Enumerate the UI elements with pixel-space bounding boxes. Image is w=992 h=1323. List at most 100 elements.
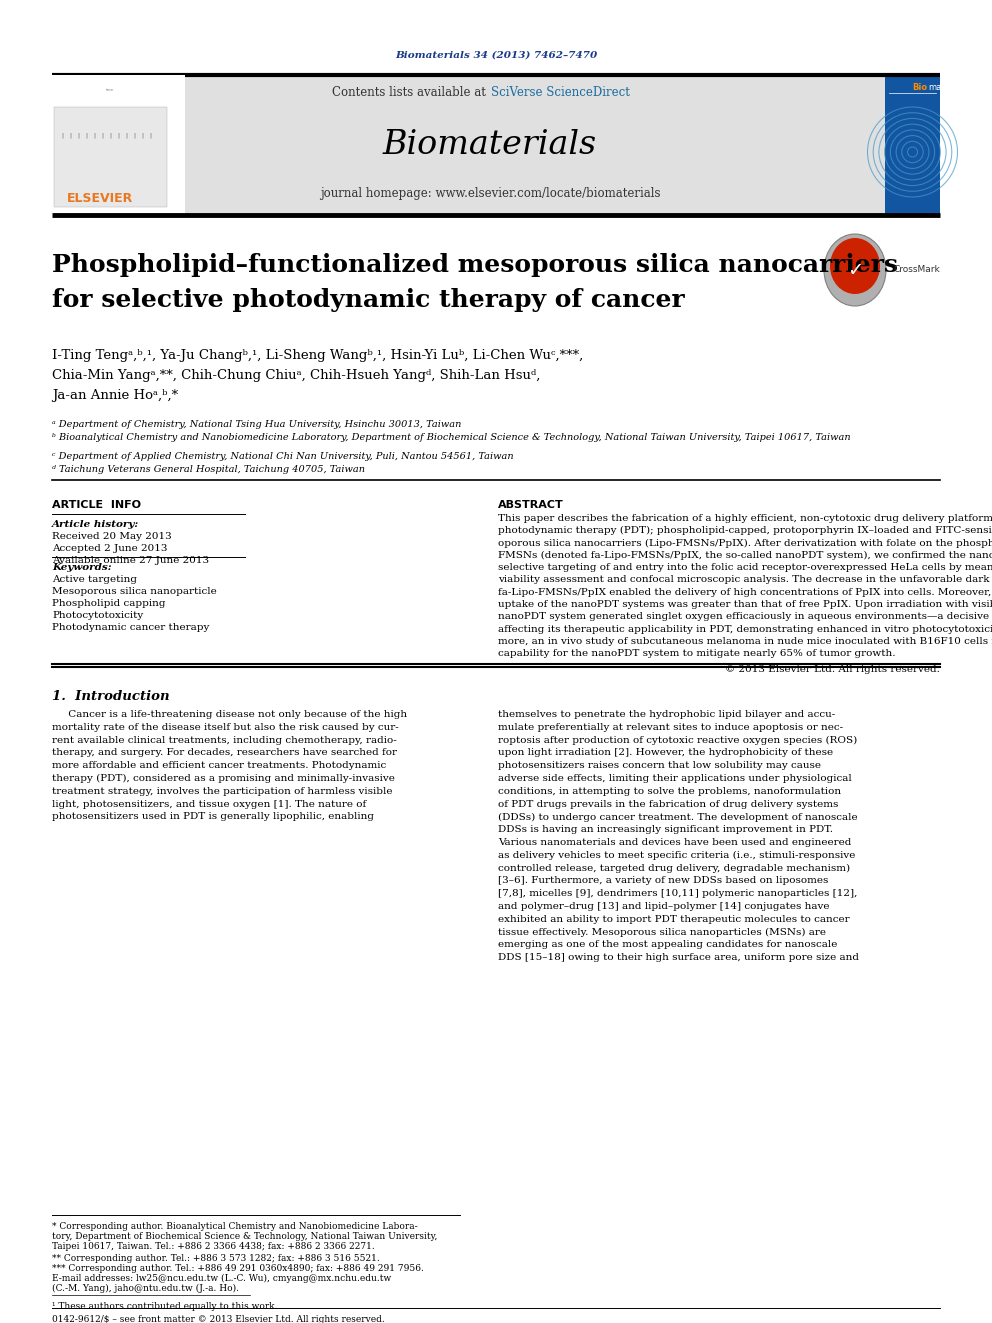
- Text: capability for the nanoPDT system to mitigate nearly 65% of tumor growth.: capability for the nanoPDT system to mit…: [498, 650, 896, 659]
- Text: viability assessment and confocal microscopic analysis. The decrease in the unfa: viability assessment and confocal micros…: [498, 576, 992, 585]
- Text: tree: tree: [106, 89, 114, 93]
- Text: SciVerse ScienceDirect: SciVerse ScienceDirect: [491, 86, 630, 98]
- Text: Mesoporous silica nanoparticle: Mesoporous silica nanoparticle: [52, 587, 216, 595]
- Text: and polymer–drug [13] and lipid–polymer [14] conjugates have: and polymer–drug [13] and lipid–polymer …: [498, 902, 829, 912]
- Text: ABSTRACT: ABSTRACT: [498, 500, 563, 509]
- Text: photodynamic therapy (PDT); phospholipid-capped, protoporphyrin IX–loaded and FI: photodynamic therapy (PDT); phospholipid…: [498, 527, 992, 536]
- Text: Taipei 10617, Taiwan. Tel.: +886 2 3366 4438; fax: +886 2 3366 2271.: Taipei 10617, Taiwan. Tel.: +886 2 3366 …: [52, 1242, 375, 1252]
- Text: |: |: [117, 132, 119, 138]
- Text: rent available clinical treatments, including chemotherapy, radio-: rent available clinical treatments, incl…: [52, 736, 397, 745]
- Text: *** Corresponding author. Tel.: +886 49 291 0360x4890; fax: +886 49 291 7956.: *** Corresponding author. Tel.: +886 49 …: [52, 1263, 424, 1273]
- Text: Phospholipid–functionalized mesoporous silica nanocarriers: Phospholipid–functionalized mesoporous s…: [52, 253, 898, 277]
- Text: DDSs is having an increasingly significant improvement in PDT.: DDSs is having an increasingly significa…: [498, 826, 833, 835]
- Text: DDS [15–18] owing to their high surface area, uniform pore size and: DDS [15–18] owing to their high surface …: [498, 953, 859, 962]
- FancyBboxPatch shape: [885, 75, 940, 216]
- Text: tory, Department of Biochemical Science & Technology, National Taiwan University: tory, Department of Biochemical Science …: [52, 1232, 437, 1241]
- Text: (DDSs) to undergo cancer treatment. The development of nanoscale: (DDSs) to undergo cancer treatment. The …: [498, 812, 858, 822]
- Text: ¹ These authors contributed equally to this work.: ¹ These authors contributed equally to t…: [52, 1302, 278, 1311]
- Text: materials: materials: [928, 82, 967, 91]
- FancyBboxPatch shape: [185, 75, 885, 216]
- Text: themselves to penetrate the hydrophobic lipid bilayer and accu-: themselves to penetrate the hydrophobic …: [498, 710, 835, 718]
- Text: controlled release, targeted drug delivery, degradable mechanism): controlled release, targeted drug delive…: [498, 864, 850, 873]
- Text: [7,8], micelles [9], dendrimers [10,11] polymeric nanoparticles [12],: [7,8], micelles [9], dendrimers [10,11] …: [498, 889, 857, 898]
- Text: |: |: [101, 132, 103, 138]
- Text: Bio: Bio: [912, 82, 928, 91]
- Text: exhibited an ability to import PDT therapeutic molecules to cancer: exhibited an ability to import PDT thera…: [498, 914, 849, 923]
- Text: |: |: [77, 132, 79, 138]
- Text: * Corresponding author. Bioanalytical Chemistry and Nanobiomedicine Labora-: * Corresponding author. Bioanalytical Ch…: [52, 1222, 418, 1230]
- Text: oporous silica nanocarriers (Lipo-FMSNs/PpIX). After derivatization with folate : oporous silica nanocarriers (Lipo-FMSNs/…: [498, 538, 992, 548]
- Text: ARTICLE  INFO: ARTICLE INFO: [52, 500, 141, 509]
- Text: Keywords:: Keywords:: [52, 564, 112, 572]
- Text: nanoPDT system generated singlet oxygen efficaciously in aqueous environments—a : nanoPDT system generated singlet oxygen …: [498, 613, 992, 622]
- Text: ✓: ✓: [847, 261, 863, 279]
- Text: more, an in vivo study of subcutaneous melanoma in nude mice inoculated with B16: more, an in vivo study of subcutaneous m…: [498, 636, 992, 646]
- Text: |: |: [69, 132, 71, 138]
- Text: photosensitizers used in PDT is generally lipophilic, enabling: photosensitizers used in PDT is generall…: [52, 812, 374, 822]
- Text: Accepted 2 June 2013: Accepted 2 June 2013: [52, 544, 168, 553]
- Text: therapy (PDT), considered as a promising and minimally-invasive: therapy (PDT), considered as a promising…: [52, 774, 395, 783]
- Text: more affordable and efficient cancer treatments. Photodynamic: more affordable and efficient cancer tre…: [52, 761, 386, 770]
- Text: FMSNs (denoted fa-Lipo-FMSNs/PpIX, the so-called nanoPDT system), we confirmed t: FMSNs (denoted fa-Lipo-FMSNs/PpIX, the s…: [498, 550, 992, 560]
- Text: (C.-M. Yang), jaho@ntu.edu.tw (J.-a. Ho).: (C.-M. Yang), jaho@ntu.edu.tw (J.-a. Ho)…: [52, 1285, 239, 1293]
- Text: as delivery vehicles to meet specific criteria (i.e., stimuli-responsive: as delivery vehicles to meet specific cr…: [498, 851, 855, 860]
- Text: ᶜ Department of Applied Chemistry, National Chi Nan University, Puli, Nantou 545: ᶜ Department of Applied Chemistry, Natio…: [52, 452, 514, 460]
- Text: Photodynamic cancer therapy: Photodynamic cancer therapy: [52, 623, 209, 632]
- Text: 1.  Introduction: 1. Introduction: [52, 691, 170, 703]
- Text: |: |: [141, 132, 143, 138]
- Text: Various nanomaterials and devices have been used and engineered: Various nanomaterials and devices have b…: [498, 837, 851, 847]
- Text: |: |: [149, 132, 151, 138]
- Text: |: |: [85, 132, 87, 138]
- Text: Cancer is a life-threatening disease not only because of the high: Cancer is a life-threatening disease not…: [52, 710, 407, 718]
- Text: |: |: [93, 132, 95, 138]
- Text: roptosis after production of cytotoxic reactive oxygen species (ROS): roptosis after production of cytotoxic r…: [498, 736, 857, 745]
- Text: adverse side effects, limiting their applications under physiological: adverse side effects, limiting their app…: [498, 774, 852, 783]
- Text: E-mail addresses: lw25@ncu.edu.tw (L.-C. Wu), cmyang@mx.nchu.edu.tw: E-mail addresses: lw25@ncu.edu.tw (L.-C.…: [52, 1274, 391, 1283]
- Text: ᵇ Bioanalytical Chemistry and Nanobiomedicine Laboratory, Department of Biochemi: ᵇ Bioanalytical Chemistry and Nanobiomed…: [52, 433, 850, 442]
- Text: ᵃ Department of Chemistry, National Tsing Hua University, Hsinchu 30013, Taiwan: ᵃ Department of Chemistry, National Tsin…: [52, 419, 461, 429]
- Text: selective targeting of and entry into the folic acid receptor-overexpressed HeLa: selective targeting of and entry into th…: [498, 564, 992, 573]
- Text: Biomaterials: Biomaterials: [383, 130, 597, 161]
- Text: therapy, and surgery. For decades, researchers have searched for: therapy, and surgery. For decades, resea…: [52, 749, 397, 757]
- Text: ᵈ Taichung Veterans General Hospital, Taichung 40705, Taiwan: ᵈ Taichung Veterans General Hospital, Ta…: [52, 464, 365, 474]
- Text: CrossMark: CrossMark: [893, 266, 939, 274]
- Text: |: |: [109, 132, 111, 138]
- Text: Active targeting: Active targeting: [52, 576, 137, 583]
- Text: [3–6]. Furthermore, a variety of new DDSs based on liposomes: [3–6]. Furthermore, a variety of new DDS…: [498, 876, 828, 885]
- Text: uptake of the nanoPDT systems was greater than that of free PpIX. Upon irradiati: uptake of the nanoPDT systems was greate…: [498, 601, 992, 609]
- Text: photosensitizers raises concern that low solubility may cause: photosensitizers raises concern that low…: [498, 761, 821, 770]
- Text: © 2013 Elsevier Ltd. All rights reserved.: © 2013 Elsevier Ltd. All rights reserved…: [725, 664, 940, 673]
- Text: |: |: [61, 132, 63, 138]
- Text: Ja-an Annie Hoᵃ,ᵇ,*: Ja-an Annie Hoᵃ,ᵇ,*: [52, 389, 179, 401]
- Text: This paper describes the fabrication of a highly efficient, non-cytotoxic drug d: This paper describes the fabrication of …: [498, 515, 992, 523]
- Text: tissue effectively. Mesoporous silica nanoparticles (MSNs) are: tissue effectively. Mesoporous silica na…: [498, 927, 826, 937]
- Text: Contents lists available at: Contents lists available at: [332, 86, 490, 98]
- Ellipse shape: [830, 238, 880, 294]
- Text: mulate preferentially at relevant sites to induce apoptosis or nec-: mulate preferentially at relevant sites …: [498, 722, 843, 732]
- Text: affecting its therapeutic applicability in PDT, demonstrating enhanced in vitro : affecting its therapeutic applicability …: [498, 624, 992, 634]
- Text: Phospholipid capping: Phospholipid capping: [52, 599, 166, 609]
- Text: Available online 27 June 2013: Available online 27 June 2013: [52, 556, 209, 565]
- Text: ** Corresponding author. Tel.: +886 3 573 1282; fax: +886 3 516 5521.: ** Corresponding author. Tel.: +886 3 57…: [52, 1254, 380, 1263]
- Text: ELSEVIER: ELSEVIER: [66, 192, 133, 205]
- Text: of PDT drugs prevails in the fabrication of drug delivery systems: of PDT drugs prevails in the fabrication…: [498, 799, 838, 808]
- Text: Article history:: Article history:: [52, 520, 139, 529]
- Text: journal homepage: www.elsevier.com/locate/biomaterials: journal homepage: www.elsevier.com/locat…: [319, 187, 661, 200]
- Ellipse shape: [824, 234, 886, 306]
- FancyBboxPatch shape: [52, 75, 185, 216]
- Text: Photocytotoxicity: Photocytotoxicity: [52, 611, 143, 620]
- Text: treatment strategy, involves the participation of harmless visible: treatment strategy, involves the partici…: [52, 787, 393, 796]
- Text: emerging as one of the most appealing candidates for nanoscale: emerging as one of the most appealing ca…: [498, 941, 837, 950]
- Text: Received 20 May 2013: Received 20 May 2013: [52, 532, 172, 541]
- Text: Biomaterials 34 (2013) 7462–7470: Biomaterials 34 (2013) 7462–7470: [395, 50, 597, 60]
- FancyBboxPatch shape: [54, 107, 167, 206]
- Text: conditions, in attempting to solve the problems, nanoformulation: conditions, in attempting to solve the p…: [498, 787, 841, 796]
- Text: for selective photodynamic therapy of cancer: for selective photodynamic therapy of ca…: [52, 288, 684, 312]
- Text: light, photosensitizers, and tissue oxygen [1]. The nature of: light, photosensitizers, and tissue oxyg…: [52, 799, 366, 808]
- Text: fa-Lipo-FMSNs/PpIX enabled the delivery of high concentrations of PpIX into cell: fa-Lipo-FMSNs/PpIX enabled the delivery …: [498, 587, 992, 597]
- Text: |: |: [133, 132, 135, 138]
- Text: upon light irradiation [2]. However, the hydrophobicity of these: upon light irradiation [2]. However, the…: [498, 749, 833, 757]
- Text: 0142-9612/$ – see front matter © 2013 Elsevier Ltd. All rights reserved.: 0142-9612/$ – see front matter © 2013 El…: [52, 1315, 385, 1323]
- Text: I-Ting Tengᵃ,ᵇ,¹, Ya-Ju Changᵇ,¹, Li-Sheng Wangᵇ,¹, Hsin-Yi Luᵇ, Li-Chen Wuᶜ,***: I-Ting Tengᵃ,ᵇ,¹, Ya-Ju Changᵇ,¹, Li-She…: [52, 348, 583, 361]
- Text: |: |: [125, 132, 127, 138]
